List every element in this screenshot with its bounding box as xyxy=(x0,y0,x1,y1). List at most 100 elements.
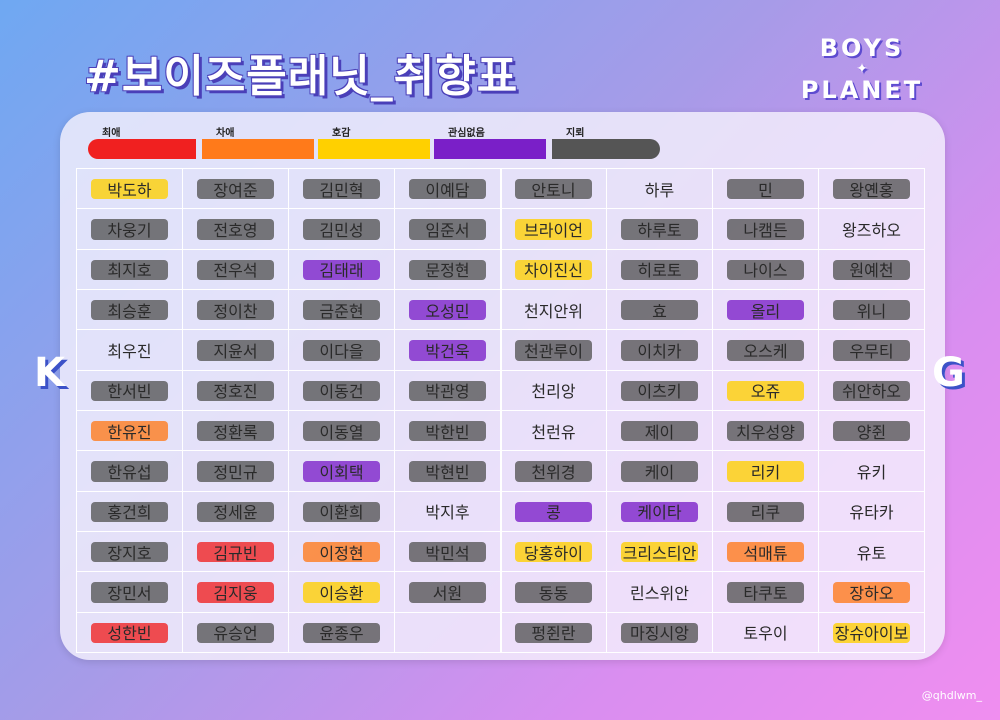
highlight-mark-gray xyxy=(409,219,486,240)
trainee-name: 천리앙 xyxy=(531,382,576,402)
grid-cell: 나캠든 xyxy=(713,209,819,250)
grid-cell: 윤종우 xyxy=(289,612,395,653)
trainee-name: 히로토 xyxy=(637,261,682,281)
highlight-mark-purple xyxy=(303,461,380,482)
grid-cell: 당홍하이 xyxy=(501,531,607,573)
trainee-name: 하루 xyxy=(644,180,675,200)
trainee-name: 홍건희 xyxy=(107,503,152,523)
trainee-name: 김민혁 xyxy=(319,180,364,200)
highlight-mark-purple xyxy=(621,501,698,522)
grid-cell: 마징시앙 xyxy=(607,612,713,653)
grid-cell: 천리앙 xyxy=(501,370,607,411)
highlight-mark-gray xyxy=(409,420,486,442)
trainee-name: 장지호 xyxy=(107,543,152,563)
highlight-mark-gray xyxy=(515,179,592,200)
preference-card: 최애 차애 호감 관심없음 지뢰 박도하 장여준 김민혁 이예담 안토니 하루 민 왕옌홍 차웅… xyxy=(60,112,945,660)
legend-swatch-purple xyxy=(434,139,546,159)
grid-cell: 박민석 xyxy=(395,531,501,573)
highlight-mark-gray xyxy=(409,582,486,603)
highlight-mark-gray xyxy=(409,541,486,563)
trainee-name: 한유진 xyxy=(107,422,152,442)
highlight-mark-gray xyxy=(409,259,486,280)
side-label-k: K xyxy=(34,350,65,396)
grid-cell: 케이 xyxy=(607,451,713,492)
highlight-mark-gray xyxy=(621,340,698,361)
legend-label: 호감 xyxy=(332,128,351,139)
trainee-name: 브라이언 xyxy=(524,220,583,240)
grid-cell: 차이진신 xyxy=(501,249,607,290)
trainee-name: 당홍하이 xyxy=(524,543,583,563)
trainee-name: 장슈아이보 xyxy=(834,624,909,644)
trainee-name: 장하오 xyxy=(849,583,894,603)
grid-cell: 금준현 xyxy=(289,289,395,331)
legend: 최애 차애 호감 관심없음 지뢰 xyxy=(88,124,668,164)
trainee-name: 박도하 xyxy=(107,180,152,200)
highlight-mark-gray xyxy=(833,299,910,321)
trainee-name: 이동열 xyxy=(319,422,364,442)
highlight-mark-purple xyxy=(727,299,804,321)
trainee-name: 왕즈하오 xyxy=(842,220,901,240)
trainee-name: 서원 xyxy=(432,583,463,603)
grid-cell: 천관루이 xyxy=(501,330,607,371)
grid-cell: 나이스 xyxy=(713,249,819,290)
grid-cell: 이회택 xyxy=(289,451,395,492)
grid-cell: 장민서 xyxy=(77,572,183,613)
grid-cell: 콩 xyxy=(501,491,607,532)
highlight-mark-gray xyxy=(515,622,592,643)
grid-cell: 한서빈 xyxy=(77,370,183,411)
trainee-name: 나이스 xyxy=(743,261,788,281)
grid-cell: 김지웅 xyxy=(183,572,289,613)
trainee-name: 전우석 xyxy=(213,261,258,281)
grid-cell: 효 xyxy=(607,289,713,331)
highlight-mark-gray xyxy=(91,380,168,401)
highlight-mark-yellow xyxy=(621,541,698,563)
trainee-name: 오쥬 xyxy=(750,382,781,402)
trainee-name: 금준현 xyxy=(319,301,364,321)
grid-cell: 올리 xyxy=(713,289,819,331)
highlight-mark-gray xyxy=(303,420,380,442)
trainee-name: 우무티 xyxy=(849,341,894,361)
highlight-mark-gray xyxy=(303,340,380,361)
trainee-name: 치우성양 xyxy=(736,422,795,442)
trainee-name: 유승언 xyxy=(213,624,258,644)
grid-cell: 치우성양 xyxy=(713,410,819,452)
grid-cell: 천지안위 xyxy=(501,289,607,331)
highlight-mark-gray xyxy=(621,299,698,321)
highlight-mark-gray xyxy=(621,380,698,401)
grid-cell: 이예담 xyxy=(395,169,501,210)
grid-cell: 리키 xyxy=(713,451,819,492)
grid-cell: 펑쥔란 xyxy=(501,612,607,653)
highlight-mark-yellow xyxy=(303,582,380,603)
trainee-name: 정환록 xyxy=(213,422,258,442)
grid-cell: 타쿠토 xyxy=(713,572,819,613)
highlight-mark-gray xyxy=(197,179,274,200)
trainee-name: 박현빈 xyxy=(425,462,470,482)
highlight-mark-gray xyxy=(621,420,698,442)
highlight-mark-gray xyxy=(303,299,380,321)
trainee-name: 한유섭 xyxy=(107,462,152,482)
grid-cell: 하루 xyxy=(607,169,713,210)
trainee-name: 김지웅 xyxy=(213,583,258,603)
highlight-mark-gray xyxy=(621,622,698,643)
trainee-name: 장민서 xyxy=(107,583,152,603)
trainee-name: 쉬안하오 xyxy=(842,382,901,402)
trainee-name: 박한빈 xyxy=(425,422,470,442)
trainee-name: 이정현 xyxy=(319,543,364,563)
highlight-mark-gray xyxy=(833,259,910,280)
highlight-mark-gray xyxy=(833,380,910,401)
grid-cell: 이정현 xyxy=(289,531,395,573)
grid-cell xyxy=(395,612,501,653)
trainee-name: 이동건 xyxy=(319,382,364,402)
trainee-name: 석매튜 xyxy=(743,543,788,563)
legend-label: 지뢰 xyxy=(566,128,585,139)
highlight-mark-gray xyxy=(91,219,168,240)
grid-cell: 성한빈 xyxy=(77,612,183,653)
highlight-mark-gray xyxy=(197,219,274,240)
legend-swatch-orange xyxy=(202,139,314,159)
trainee-name: 천위경 xyxy=(531,462,576,482)
grid-cell: 제이 xyxy=(607,410,713,452)
highlight-mark-gray xyxy=(833,420,910,442)
highlight-mark-gray xyxy=(727,179,804,200)
trainee-name: 차이진신 xyxy=(524,261,583,281)
grid-cell: 우무티 xyxy=(819,330,925,371)
